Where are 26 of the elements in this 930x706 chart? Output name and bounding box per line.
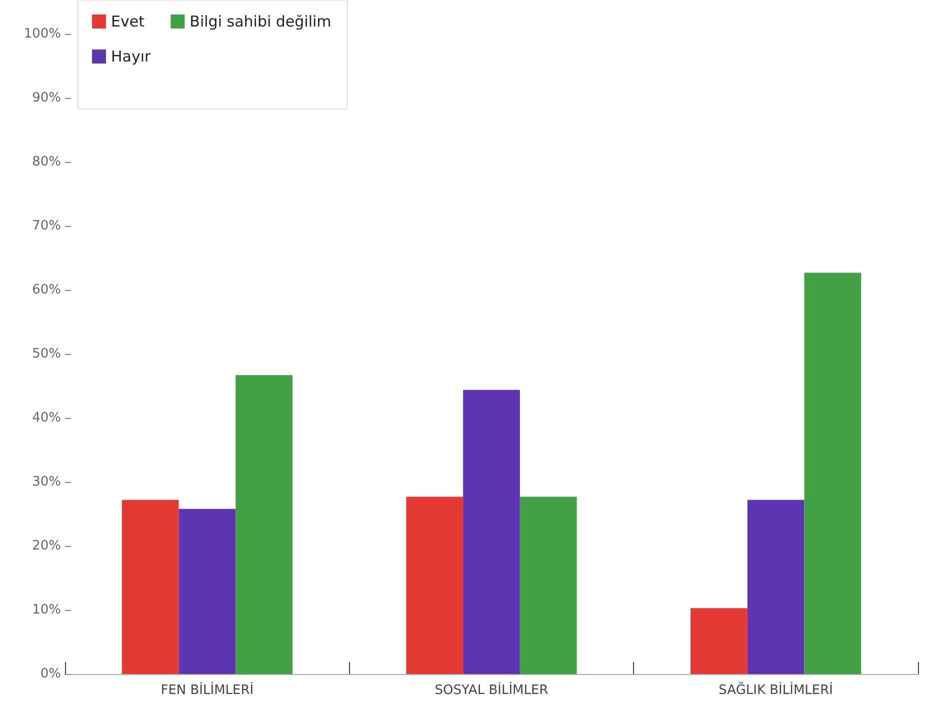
legend-label: Hayır xyxy=(111,48,152,66)
bar xyxy=(520,496,577,674)
y-tick-label: 50% xyxy=(32,346,61,362)
x-tick-label: FEN BİLİMLERİ xyxy=(160,682,254,698)
bar xyxy=(236,375,292,674)
bar xyxy=(122,500,179,674)
bar xyxy=(747,500,804,674)
y-tick-label: 0% xyxy=(40,666,61,682)
legend-label: Bilgi sahibi değilim xyxy=(190,12,332,30)
bar xyxy=(406,496,464,674)
y-tick-label: 80% xyxy=(32,154,61,170)
bar xyxy=(690,608,748,674)
y-tick-label: 90% xyxy=(32,90,61,106)
legend-label: Evet xyxy=(111,12,145,30)
y-tick-label: 60% xyxy=(32,282,61,298)
y-tick-label: 20% xyxy=(32,538,61,554)
y-tick-label: 70% xyxy=(32,218,61,234)
bar xyxy=(178,508,236,674)
x-tick-label: SAĞLIK BİLİMLERİ xyxy=(718,681,834,698)
bar xyxy=(463,390,520,674)
x-tick-label: SOSYAL BİLİMLER xyxy=(434,682,548,698)
y-tick-label: 40% xyxy=(32,410,61,426)
y-tick-label: 10% xyxy=(32,602,61,618)
y-tick-label: 30% xyxy=(32,474,61,490)
y-tick-label: 100% xyxy=(24,26,61,42)
bar xyxy=(804,272,862,674)
